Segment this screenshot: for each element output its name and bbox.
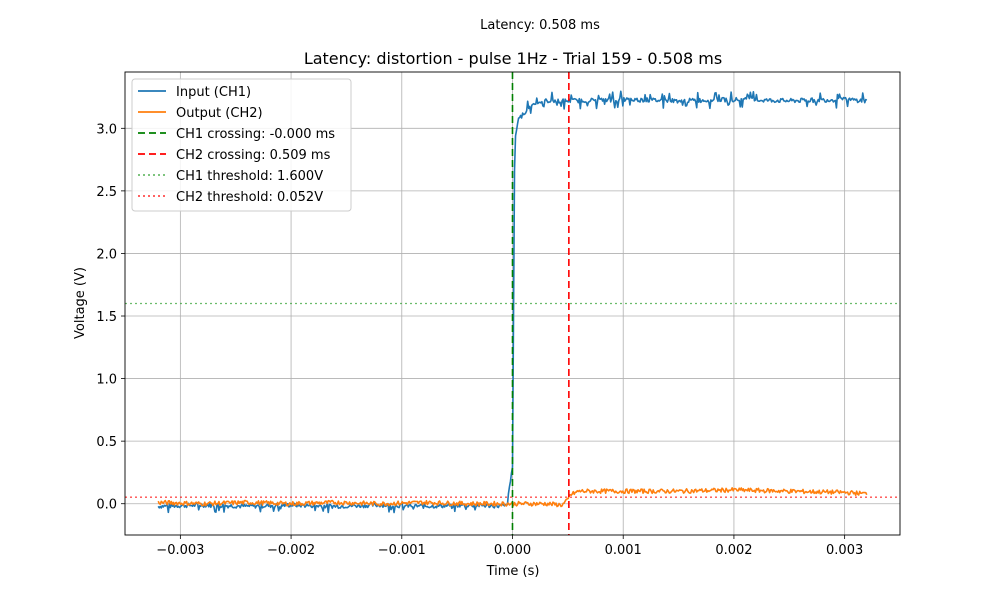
x-tick-label: −0.003 — [156, 543, 204, 558]
y-tick-label: 0.0 — [96, 498, 117, 513]
x-tick-label: −0.001 — [378, 543, 426, 558]
legend-label: Input (CH1) — [176, 85, 251, 100]
y-tick-label: 3.0 — [96, 122, 117, 137]
legend-label: CH2 threshold: 0.052V — [176, 190, 323, 205]
legend-label: CH1 crossing: -0.000 ms — [176, 127, 335, 142]
y-axis-label: Voltage (V) — [73, 267, 88, 339]
y-tick-label: 0.5 — [96, 435, 117, 450]
y-tick-label: 1.5 — [96, 310, 117, 325]
reference-lines — [125, 302, 900, 498]
plot-frame — [124, 71, 901, 536]
legend-label: Output (CH2) — [176, 106, 263, 121]
x-tick-label: −0.002 — [267, 543, 315, 558]
x-tick-label: 0.000 — [494, 543, 531, 558]
y-tick-label: 2.5 — [96, 185, 117, 200]
crossing-lines — [511, 72, 570, 535]
legend-box — [131, 78, 352, 212]
axes: −0.003 −0.002 −0.001 0.000 0.001 0.002 0.003 0.… — [96, 71, 901, 558]
legend-label: CH1 threshold: 1.600V — [176, 169, 323, 184]
chart-title: Latency: distortion - pulse 1Hz - Trial … — [304, 49, 722, 68]
y-tick-label: 2.0 — [96, 247, 117, 262]
y-tick-label: 1.0 — [96, 373, 117, 388]
x-tick-label: 0.002 — [715, 543, 752, 558]
legend: Input (CH1) Output (CH2) CH1 crossing: -0.… — [131, 78, 352, 212]
x-tick-label: 0.001 — [605, 543, 642, 558]
x-axis-label: Time (s) — [486, 564, 540, 579]
legend-label: CH2 crossing: 0.509 ms — [176, 148, 331, 163]
x-tick-label: 0.003 — [826, 543, 863, 558]
figure-suptitle: Latency: 0.508 ms — [480, 18, 600, 33]
